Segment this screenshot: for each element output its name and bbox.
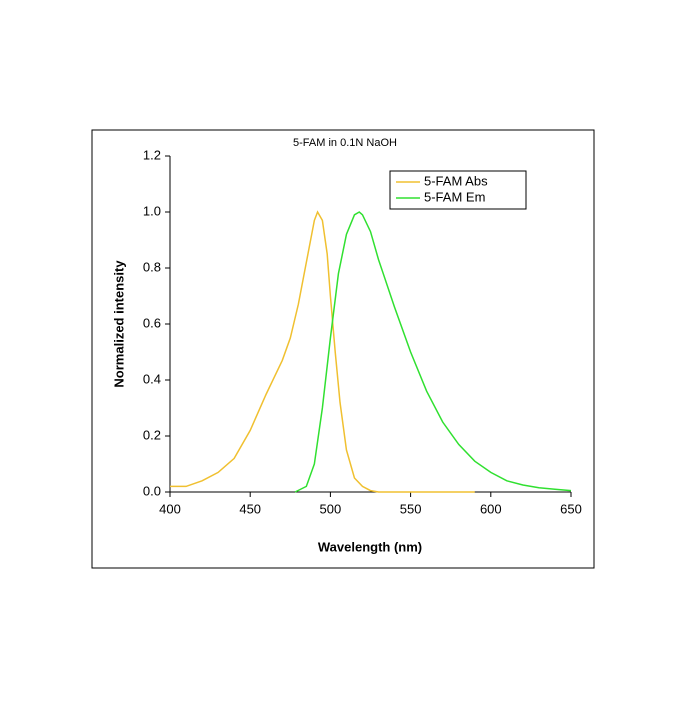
x-tick-label: 450 bbox=[239, 501, 261, 516]
x-tick-label: 650 bbox=[560, 501, 582, 516]
y-tick-label: 0.2 bbox=[143, 427, 161, 442]
y-tick-label: 0.8 bbox=[143, 259, 161, 274]
y-tick-label: 0.6 bbox=[143, 315, 161, 330]
series-line bbox=[294, 211, 572, 493]
y-tick-label: 1.2 bbox=[143, 147, 161, 162]
series-line bbox=[170, 210, 475, 493]
legend-label: 5-FAM Em bbox=[424, 189, 485, 204]
y-tick-label: 0.4 bbox=[143, 371, 161, 386]
y-tick-label: 0.0 bbox=[143, 483, 161, 498]
x-tick-label: 550 bbox=[400, 501, 422, 516]
x-tick-label: 500 bbox=[320, 501, 342, 516]
x-axis-label: Wavelength (nm) bbox=[318, 539, 422, 554]
x-tick-label: 600 bbox=[480, 501, 502, 516]
chart-title: 5-FAM in 0.1N NaOH bbox=[293, 137, 397, 149]
legend-box bbox=[389, 170, 527, 210]
y-tick-label: 1.0 bbox=[143, 203, 161, 218]
y-axis-label: Normalized intensity bbox=[111, 260, 126, 388]
x-tick-label: 400 bbox=[159, 501, 181, 516]
legend-label: 5-FAM Abs bbox=[424, 173, 488, 188]
